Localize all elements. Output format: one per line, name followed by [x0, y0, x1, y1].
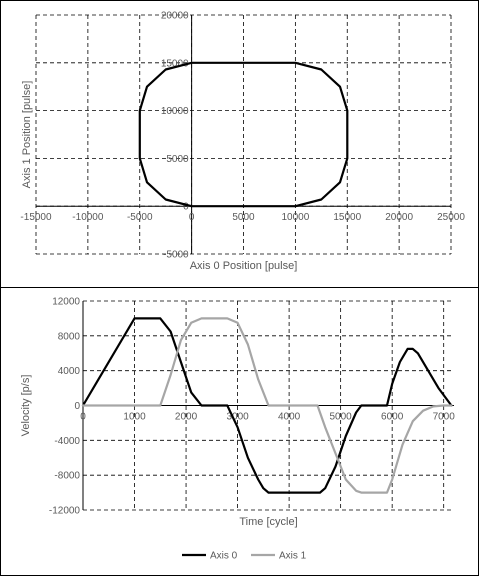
series-line-axis-0 [81, 317, 453, 494]
y-tick-label: 10000 [161, 106, 189, 117]
y-tick-label: -12000 [49, 506, 81, 517]
y-tick-label: 5000 [166, 154, 189, 165]
y-axis-title: Axis 1 Position [pulse] [21, 81, 33, 189]
x-tick-label: -15000 [20, 212, 52, 223]
x-tick-label: -5000 [127, 212, 153, 223]
velocity-chart: 0 1000 2000 3000 4000 5000 6000 7000 -12000 -8000… [20, 297, 456, 562]
y-tick-label: 15000 [161, 58, 189, 69]
series-line-axis-1 [81, 317, 453, 494]
y-tick-label: 4000 [58, 366, 81, 377]
xy-position-chart-panel: -15000 -10000 -5000 0 5000 10000 15000 20000 250… [0, 0, 479, 288]
x-tick-label: 20000 [385, 212, 413, 223]
y-tick-label: 12000 [52, 297, 80, 308]
x-tick-label: 25000 [437, 212, 465, 223]
xy-position-chart: -15000 -10000 -5000 0 5000 10000 15000 20000 250… [20, 11, 465, 273]
series-line-0 [138, 61, 349, 208]
y-tick-label: 0 [183, 202, 189, 213]
y-tick-label: 20000 [161, 11, 189, 22]
x-tick-label: 5000 [330, 412, 353, 423]
velocity-chart-panel: 0 1000 2000 3000 4000 5000 6000 7000 -12000 -8000… [0, 288, 479, 576]
y-axis-title: Velocity [p/s] [20, 375, 32, 437]
x-tick-label: 1000 [123, 412, 146, 423]
y-tick-label: -8000 [54, 471, 80, 482]
x-tick-label: 7000 [433, 412, 456, 423]
x-tick-label: 0 [189, 212, 195, 223]
x-axis-title: Time [cycle] [239, 516, 297, 528]
x-tick-label: 3000 [226, 412, 249, 423]
x-tick-label: 2000 [175, 412, 198, 423]
y-tick-label: -4000 [54, 436, 80, 447]
x-tick-label: 0 [80, 412, 86, 423]
x-tick-label: 15000 [333, 212, 361, 223]
x-tick-label: 5000 [232, 212, 255, 223]
x-axis-title: Axis 0 Position [pulse] [190, 260, 298, 272]
y-tick-label: 8000 [58, 331, 81, 342]
x-tick-label: 6000 [381, 412, 404, 423]
y-tick-label: 0 [74, 401, 80, 412]
legend-label-axis-1: Axis 1 [279, 551, 307, 562]
legend-label-axis-0: Axis 0 [210, 551, 238, 562]
x-tick-label: 10000 [281, 212, 309, 223]
x-tick-label: 4000 [278, 412, 301, 423]
x-tick-label: -10000 [72, 212, 104, 223]
y-tick-label: -5000 [163, 250, 189, 261]
